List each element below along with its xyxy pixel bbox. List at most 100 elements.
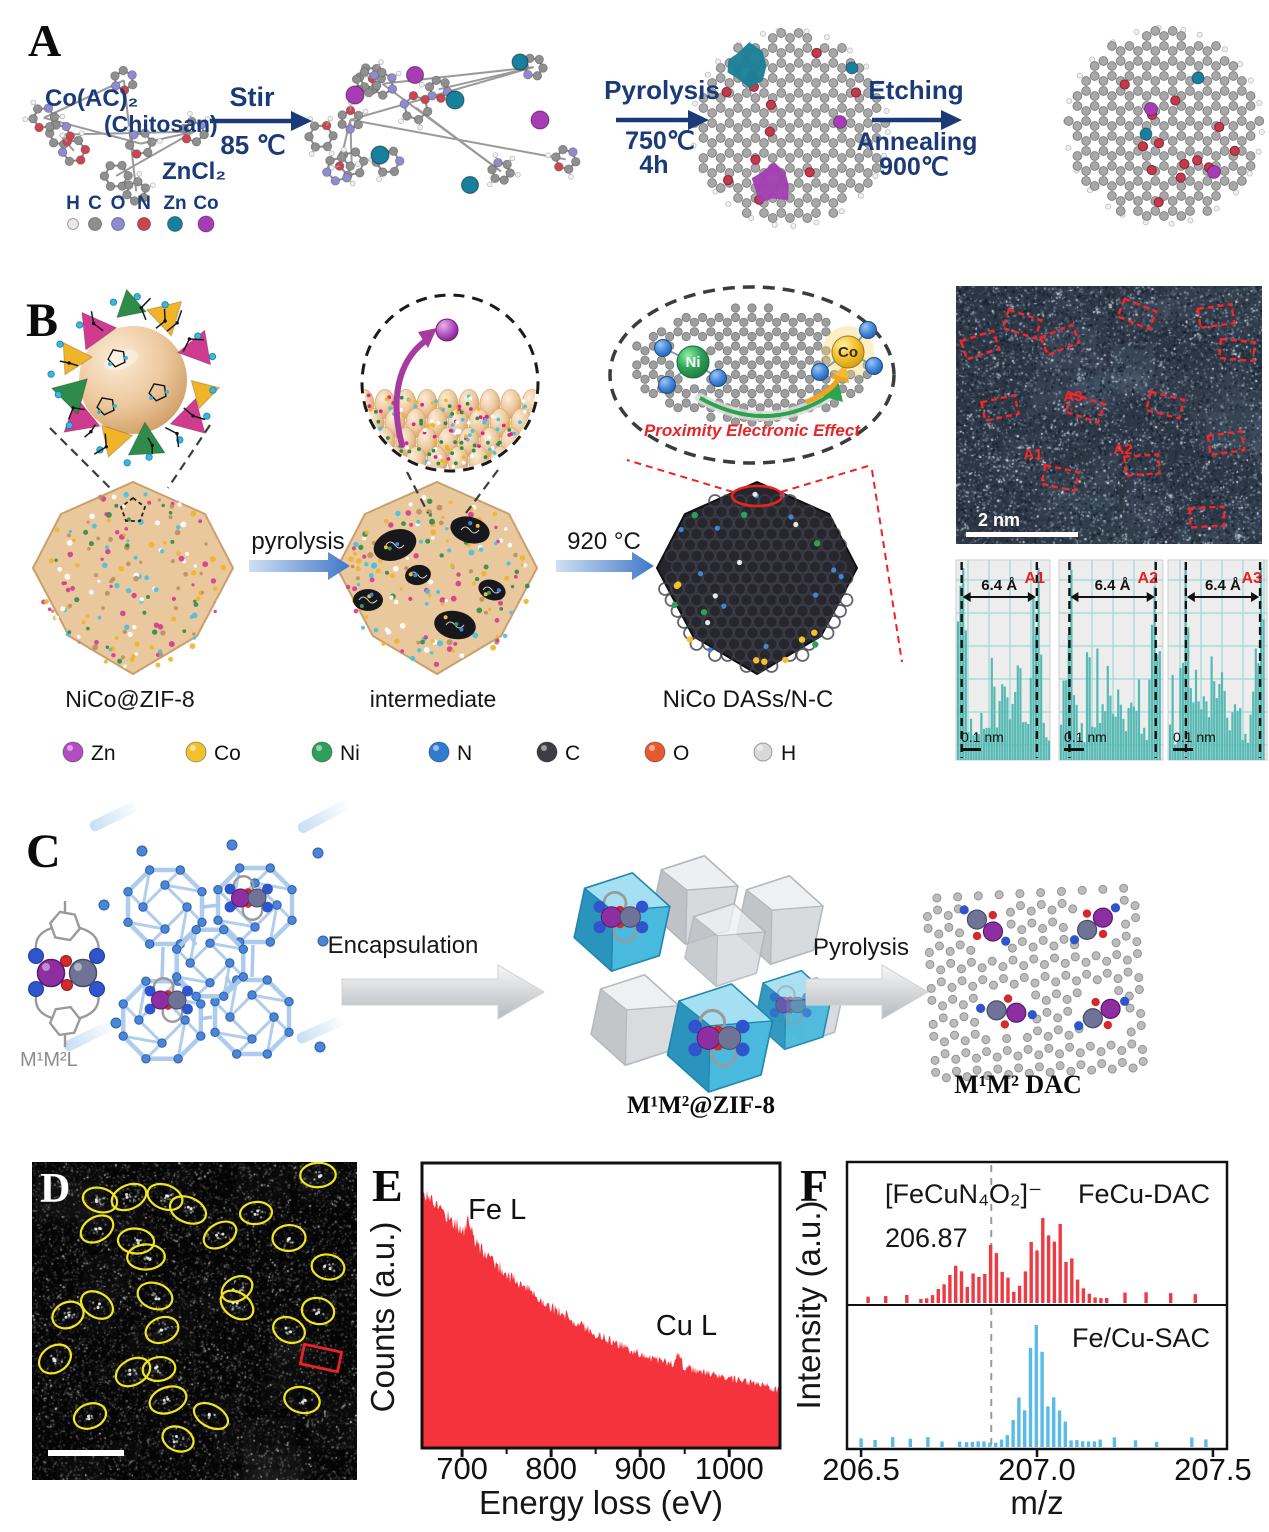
svg-text:207.5: 207.5 <box>1174 1452 1252 1487</box>
pyrolysis-arrow-c <box>805 964 929 1020</box>
m1m2-zif8-label: M¹M²@ZIF-8 <box>627 1092 775 1119</box>
stage2-label: intermediate <box>370 686 497 712</box>
temperature-step-label: 920 °C <box>567 528 641 555</box>
m1m2-zif8-polyhedra <box>573 855 843 1094</box>
svg-text:Fe L: Fe L <box>468 1194 526 1226</box>
peak-mz-label: 206.87 <box>885 1223 968 1253</box>
nico-dacs-particle <box>656 481 858 675</box>
encapsulation-label: Encapsulation <box>328 932 479 959</box>
pyrolyzed-graphene-sheet <box>689 27 891 229</box>
zinc-chloride-label: ZnCl₂ <box>162 158 226 185</box>
eels-xlabel: Energy loss (eV) <box>479 1484 723 1521</box>
zoom-source-marker <box>119 496 147 522</box>
chitosan-precursor-molecule <box>22 65 211 206</box>
etching-label: Etching <box>868 75 963 105</box>
panel-c-dac-scheme: C M¹M²L Encapsulation M¹M²@ZIF-8 Pyrolys… <box>20 799 1148 1119</box>
svg-text:H: H <box>781 742 796 765</box>
etched-graphene-sheet <box>1063 25 1265 227</box>
920c-blue-arrow <box>556 552 654 580</box>
tem-site-a2-label: A2 <box>1113 441 1132 458</box>
eels-plot: 700 800 900 1000 Fe L Cu L <box>422 1186 780 1486</box>
fecu-sac-label: Fe/Cu-SAC <box>1072 1323 1210 1353</box>
pyrolysis-blue-arrow <box>249 552 350 580</box>
svg-text:206.5: 206.5 <box>822 1452 900 1487</box>
tem-dimer-boxes <box>959 297 1257 529</box>
stir-arrow <box>210 111 312 131</box>
cobalt-acetate-label: Co(AC)₂ <box>45 85 138 112</box>
eels-axis-box <box>420 1161 782 1450</box>
panel-b-atom-legend: Zn Co Ni N C O H <box>62 741 796 765</box>
mass-xlabel: m/z <box>1010 1484 1063 1521</box>
svg-text:1000: 1000 <box>695 1451 764 1486</box>
svg-text:Cu L: Cu L <box>656 1310 717 1342</box>
stir-temp-label: 85 ℃ <box>220 130 285 160</box>
pyrolysis-c-label: Pyrolysis <box>813 934 909 961</box>
tem-site-a1-label: A1 <box>1023 446 1042 463</box>
panel-a-label: A <box>28 15 61 66</box>
encapsulation-arrow <box>341 964 545 1020</box>
svg-text:Ni: Ni <box>340 742 360 765</box>
pyrolysis-time-label: 4h <box>639 151 668 179</box>
svg-text:Co: Co <box>214 742 241 765</box>
intensity-line-profiles: 6.4 Å A10.1 nm6.4 Å A20.1 nm6.4 Å A30.1 nm <box>955 559 1268 761</box>
svg-text:O: O <box>111 193 126 214</box>
svg-text:0.1 nm: 0.1 nm <box>1173 729 1216 745</box>
svg-text:Zn: Zn <box>91 742 116 765</box>
motion-streaks <box>63 799 351 1053</box>
panel-f-label: F <box>800 1160 828 1211</box>
inset-connector-dashes <box>49 424 499 514</box>
stage3-label: NiCo DASs/N-C <box>663 686 834 713</box>
svg-text:Zn: Zn <box>163 193 186 214</box>
fecu-dac-label: FeCu-DAC <box>1078 1179 1210 1209</box>
red-zoom-connectors <box>626 459 903 663</box>
svg-text:900: 900 <box>614 1451 666 1486</box>
ni-atom-label: Ni <box>686 354 701 371</box>
zif8-node-inset <box>47 288 221 467</box>
svg-text:6.4 Å: 6.4 Å <box>981 577 1017 594</box>
svg-text:Co: Co <box>193 193 218 214</box>
svg-text:207.0: 207.0 <box>998 1452 1076 1487</box>
panel-d-stem-overlay: D <box>37 1162 346 1456</box>
dual-atom-site-markers <box>37 1162 346 1453</box>
tem-scale-bar <box>966 532 1078 537</box>
svg-text:A2: A2 <box>1138 570 1159 587</box>
panel-b-nico-dacs-scheme: 6.4 Å A10.1 nm6.4 Å A20.1 nm6.4 Å A30.1 nm … <box>26 285 1268 765</box>
svg-text:6.4 Å: 6.4 Å <box>1095 577 1131 594</box>
proximity-effect-inset <box>608 285 896 465</box>
m1m2-dac-label: M¹M² DAC <box>954 1070 1082 1099</box>
panel-b-label: B <box>26 294 58 347</box>
m1m2-dac-graphene <box>922 883 1148 1083</box>
panel-e-eels-spectrum: 700 800 900 1000 Fe L Cu L E Energy loss (eV)… <box>364 1160 782 1521</box>
pyrolysis-step-label: pyrolysis <box>251 528 344 555</box>
svg-text:N: N <box>457 742 472 765</box>
svg-text:0.1 nm: 0.1 nm <box>1064 729 1107 745</box>
annealing-label: Annealing <box>857 128 978 156</box>
mass-axis-box <box>845 1160 1229 1451</box>
svg-text:H: H <box>66 193 80 214</box>
svg-text:C: C <box>565 742 580 765</box>
svg-text:800: 800 <box>525 1451 577 1486</box>
svg-text:0.1 nm: 0.1 nm <box>961 729 1004 745</box>
stir-label: Stir <box>229 82 275 112</box>
proximity-effect-caption: Proximity Electronic Effect <box>644 421 861 440</box>
intermediate-particle <box>336 481 538 675</box>
zif8-framework-wireframe <box>118 863 297 1064</box>
svg-text:700: 700 <box>436 1451 488 1486</box>
svg-text:A3: A3 <box>1242 570 1263 587</box>
tem-site-a3-label: A3 <box>1063 388 1082 405</box>
panel-d-label: D <box>40 1166 70 1212</box>
dashed-inset-circle <box>360 293 540 473</box>
reference-site-box <box>298 1342 344 1374</box>
svg-text:C: C <box>88 193 102 214</box>
pyrolysis-temp-label: 750℃ <box>625 127 695 155</box>
etching-arrow <box>872 110 962 130</box>
svg-text:A1: A1 <box>1025 570 1046 587</box>
panel-c-label: C <box>26 825 61 878</box>
svg-text:N: N <box>137 193 151 214</box>
panel-d-scale-bar <box>48 1450 124 1456</box>
ion-formula-label: [FeCuN₄O₂]⁻ <box>885 1179 1042 1209</box>
pyrolysis-arrow <box>616 110 709 130</box>
m1m2l-molecule <box>28 901 105 1047</box>
panel-a-synthesis-scheme: H C O N Zn Co A Co(AC)₂ (Chitosan) ZnCl₂ Stir… <box>22 15 1265 233</box>
